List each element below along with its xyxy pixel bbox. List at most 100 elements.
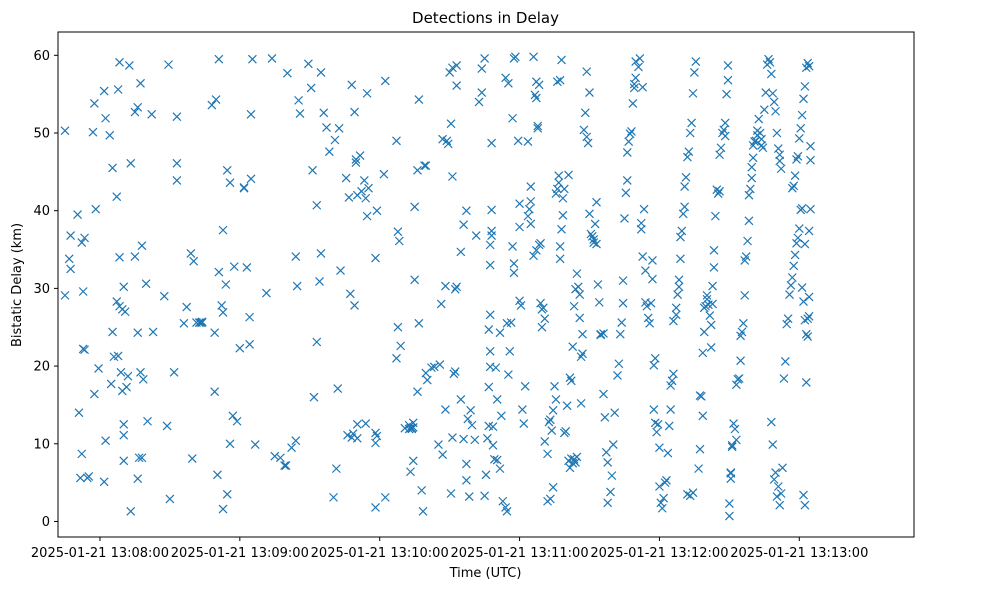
data-point xyxy=(578,349,587,359)
data-point xyxy=(677,226,687,236)
data-point xyxy=(281,461,291,470)
data-point xyxy=(780,356,790,366)
data-point xyxy=(794,224,804,233)
data-point xyxy=(555,242,565,251)
data-point xyxy=(614,359,624,369)
data-point xyxy=(775,150,785,160)
data-point xyxy=(716,143,726,153)
data-point xyxy=(214,267,224,277)
data-point xyxy=(105,130,115,140)
data-point xyxy=(794,134,804,143)
data-point xyxy=(101,113,110,123)
data-point xyxy=(292,281,302,291)
data-point xyxy=(78,287,88,296)
data-point xyxy=(187,454,197,463)
data-point xyxy=(666,405,676,415)
data-point xyxy=(515,222,524,232)
data-point xyxy=(91,204,101,214)
data-point xyxy=(488,422,498,432)
data-point xyxy=(80,345,89,355)
data-point xyxy=(659,493,669,503)
data-point xyxy=(133,328,143,338)
data-point xyxy=(638,82,648,92)
data-point xyxy=(445,67,455,77)
data-point xyxy=(544,417,554,427)
data-point xyxy=(702,290,712,300)
data-point xyxy=(394,236,404,246)
data-point xyxy=(803,332,813,341)
data-point xyxy=(503,78,513,88)
data-point xyxy=(379,169,389,179)
data-point xyxy=(785,290,794,300)
data-point xyxy=(222,489,232,499)
data-point xyxy=(485,240,495,250)
data-point xyxy=(649,405,659,415)
data-point xyxy=(413,165,422,175)
data-point xyxy=(436,299,446,309)
data-point xyxy=(329,492,338,502)
data-point xyxy=(730,424,740,434)
data-point xyxy=(713,189,723,199)
data-point xyxy=(217,301,227,310)
data-point xyxy=(699,327,709,337)
data-point xyxy=(533,123,543,133)
data-point xyxy=(722,89,731,99)
data-point xyxy=(603,498,613,508)
data-point xyxy=(392,353,401,363)
data-point xyxy=(207,100,217,110)
data-point xyxy=(503,370,513,380)
data-point xyxy=(688,88,698,98)
data-point xyxy=(701,301,711,311)
data-point xyxy=(726,468,736,477)
data-point xyxy=(75,473,85,483)
data-point xyxy=(245,312,255,322)
data-point xyxy=(575,313,585,323)
data-point xyxy=(66,231,76,240)
data-point xyxy=(333,384,343,394)
data-point xyxy=(566,376,576,386)
data-point xyxy=(495,328,505,338)
data-point xyxy=(275,453,285,463)
y-tick-label: 50 xyxy=(33,127,50,142)
data-point xyxy=(270,451,280,461)
data-point xyxy=(137,453,147,463)
data-point xyxy=(115,57,124,67)
chart-title: Detections in Delay xyxy=(412,9,559,27)
data-point xyxy=(772,492,782,502)
data-point xyxy=(133,102,143,112)
data-point xyxy=(133,474,143,484)
data-point xyxy=(639,204,649,214)
data-point xyxy=(652,427,662,437)
data-point xyxy=(631,73,641,83)
data-point xyxy=(555,75,565,85)
data-point xyxy=(466,405,476,415)
data-point xyxy=(620,214,629,223)
data-point xyxy=(461,206,471,216)
data-point xyxy=(448,172,457,181)
data-point xyxy=(558,210,568,220)
data-point xyxy=(137,241,147,251)
data-point xyxy=(448,433,457,442)
data-point xyxy=(515,199,524,209)
data-point xyxy=(627,127,636,136)
data-point xyxy=(410,275,420,285)
data-point xyxy=(790,250,800,260)
data-point xyxy=(534,80,544,90)
data-point xyxy=(502,506,512,516)
data-point xyxy=(306,83,316,93)
data-point xyxy=(800,81,810,91)
data-point xyxy=(162,421,172,431)
data-point xyxy=(147,109,157,119)
data-point xyxy=(645,318,655,328)
data-point xyxy=(671,303,681,313)
data-point xyxy=(529,52,538,62)
x-tick-label: 2025-01-21 13:12:00 xyxy=(590,546,728,561)
data-point xyxy=(776,489,786,498)
data-point xyxy=(350,107,359,117)
data-point xyxy=(759,105,769,115)
data-point xyxy=(674,282,684,292)
data-point xyxy=(671,310,681,320)
data-point xyxy=(467,420,477,430)
data-point xyxy=(769,97,779,107)
